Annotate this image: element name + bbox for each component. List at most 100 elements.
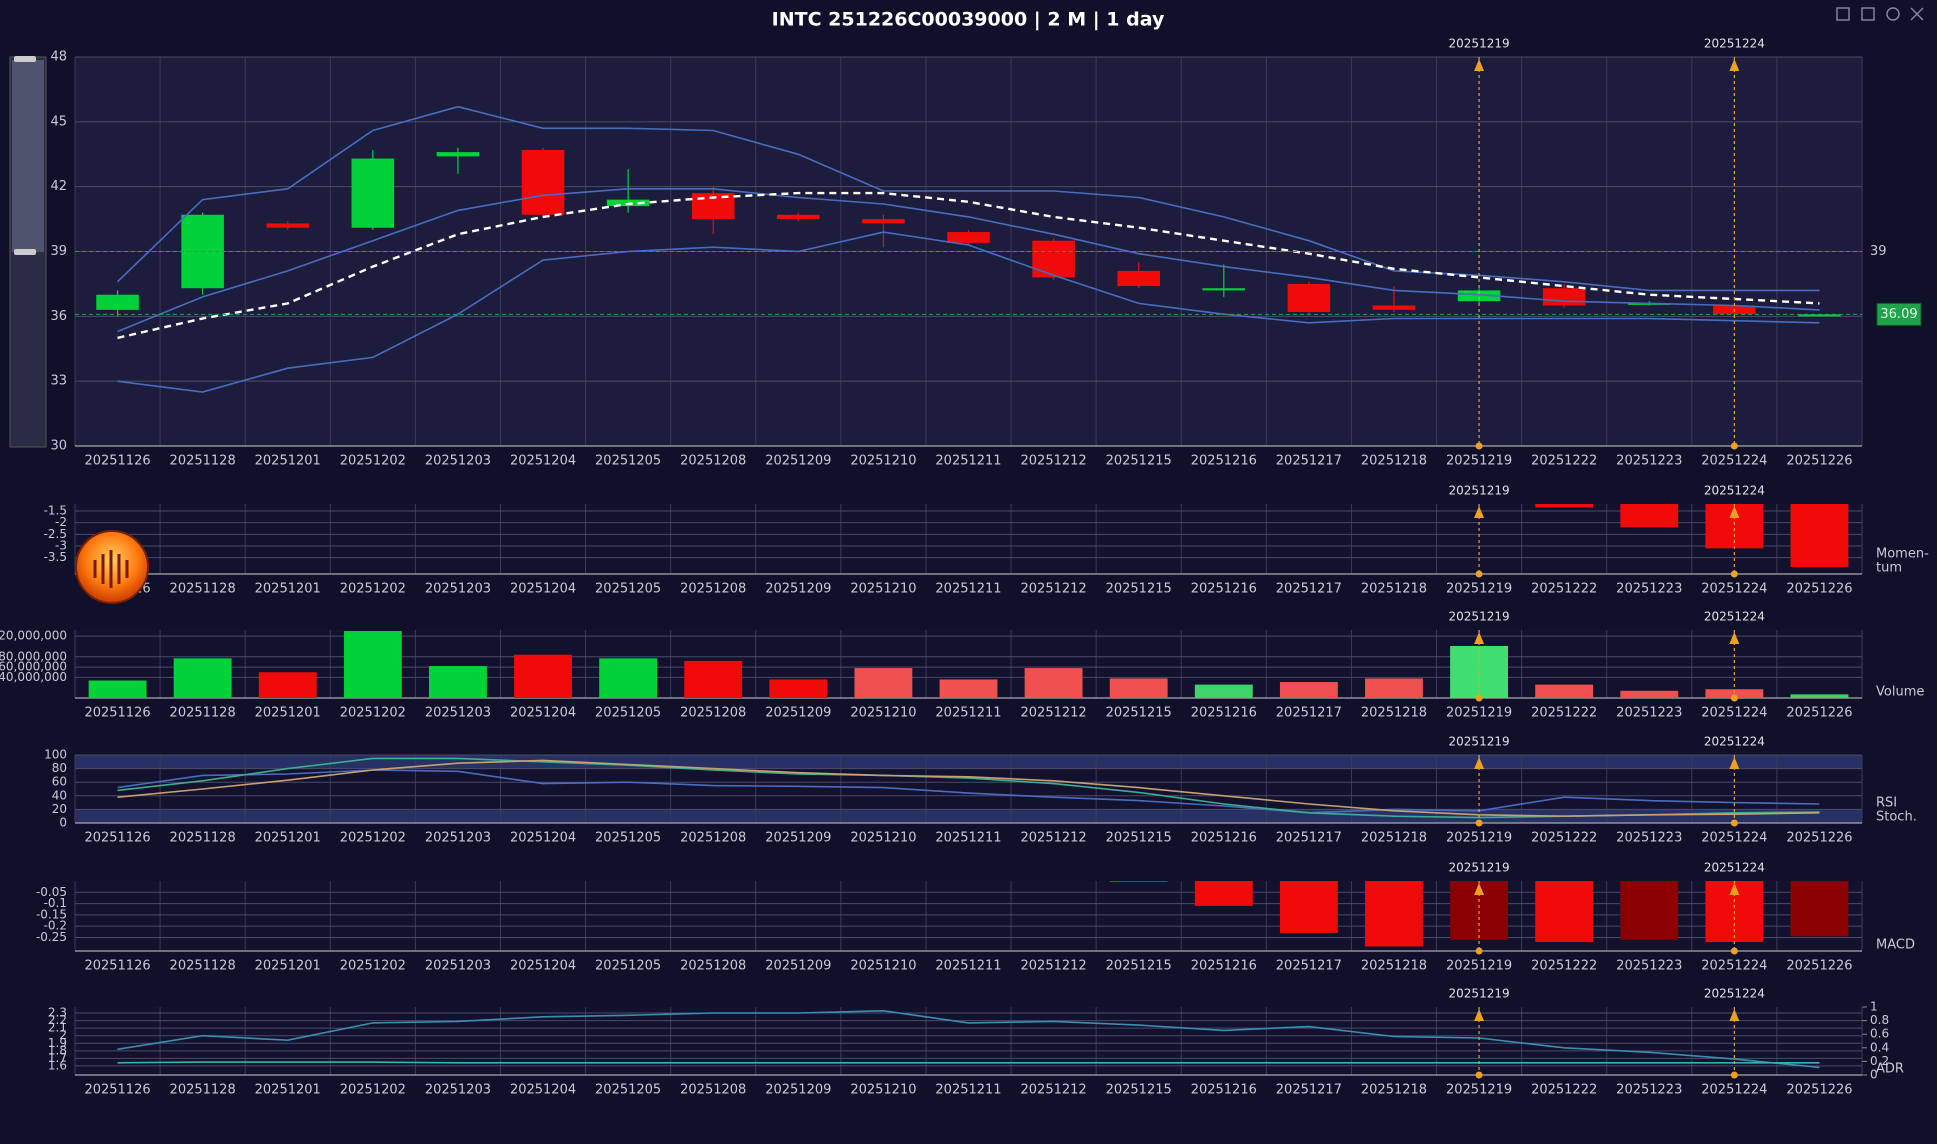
panel-label: ADR bbox=[1876, 1062, 1904, 1077]
x-tick-label: 20251217 bbox=[1276, 1083, 1342, 1098]
x-tick-label: 20251216 bbox=[1191, 706, 1257, 721]
scroller-window[interactable] bbox=[12, 60, 44, 252]
bar bbox=[684, 660, 743, 698]
x-tick-label: 20251208 bbox=[680, 831, 746, 846]
series-line bbox=[117, 1009, 1820, 1069]
y-tick-label: -0.05 bbox=[36, 885, 67, 899]
y-tick-label: 80 bbox=[52, 761, 67, 775]
marker-dot bbox=[1730, 947, 1738, 955]
restore-button[interactable] bbox=[1861, 7, 1875, 21]
x-tick-label: 20251222 bbox=[1531, 959, 1597, 974]
bar bbox=[939, 679, 998, 698]
x-tick-label: 20251210 bbox=[850, 831, 916, 846]
zone bbox=[75, 755, 1862, 769]
scroller-handle[interactable] bbox=[14, 56, 36, 62]
y-tick-label: -3 bbox=[55, 539, 67, 553]
x-tick-label: 20251217 bbox=[1276, 454, 1342, 469]
x-tick-label: 20251205 bbox=[595, 706, 661, 721]
x-tick-label: 20251212 bbox=[1021, 1083, 1087, 1098]
y-tick-label: 60,000,000 bbox=[0, 660, 67, 674]
marker-arrow bbox=[1729, 1009, 1740, 1021]
x-tick-label: 20251219 bbox=[1446, 454, 1512, 469]
refresh-button[interactable] bbox=[1886, 7, 1900, 21]
close-button[interactable] bbox=[1910, 7, 1924, 21]
x-tick-label: 20251211 bbox=[935, 959, 1001, 974]
x-tick-label: 20251212 bbox=[1021, 454, 1087, 469]
x-tick-label: 20251212 bbox=[1021, 831, 1087, 846]
x-tick-label: 20251208 bbox=[680, 706, 746, 721]
marker-dot bbox=[1730, 819, 1738, 827]
x-tick-label: 20251203 bbox=[425, 1083, 491, 1098]
y-tick-label: 30 bbox=[50, 439, 67, 454]
marker-arrow bbox=[1474, 757, 1485, 769]
y-tick-label: 2.2 bbox=[48, 1013, 67, 1027]
x-tick-label: 20251208 bbox=[680, 959, 746, 974]
x-tick-label: 20251208 bbox=[680, 454, 746, 469]
bar bbox=[854, 668, 913, 698]
x-tick-label: 20251223 bbox=[1616, 706, 1682, 721]
y-tick-label: 39 bbox=[50, 244, 67, 259]
x-tick-label: 20251219 bbox=[1446, 959, 1512, 974]
marker-arrow bbox=[1474, 59, 1485, 71]
bar bbox=[88, 680, 147, 698]
y2-tick-label: 0.4 bbox=[1870, 1040, 1889, 1054]
zone bbox=[75, 809, 1862, 823]
x-tick-label: 20251128 bbox=[170, 706, 236, 721]
x-tick-label: 20251226 bbox=[1786, 454, 1852, 469]
bar bbox=[1620, 690, 1679, 698]
marker-label: 20251224 bbox=[1704, 861, 1765, 875]
x-tick-label: 20251224 bbox=[1701, 582, 1767, 597]
x-tick-label: 20251215 bbox=[1106, 582, 1172, 597]
x-tick-label: 20251219 bbox=[1446, 706, 1512, 721]
bar bbox=[1790, 694, 1849, 698]
marker-label: 20251219 bbox=[1449, 735, 1510, 749]
x-tick-label: 20251219 bbox=[1446, 831, 1512, 846]
y-tick-label: -2 bbox=[55, 515, 67, 529]
y-tick-label: 42 bbox=[50, 179, 67, 194]
y2-tick-label: 0.8 bbox=[1870, 1013, 1889, 1027]
zoom-button[interactable] bbox=[1836, 7, 1850, 21]
scroller-handle[interactable] bbox=[14, 249, 36, 255]
x-tick-label: 20251226 bbox=[1786, 959, 1852, 974]
marker-dot bbox=[1730, 694, 1738, 702]
series-line bbox=[117, 757, 1820, 819]
x-tick-label: 20251126 bbox=[84, 706, 150, 721]
x-tick-label: 20251209 bbox=[765, 454, 831, 469]
indicator-line bbox=[116, 105, 1820, 292]
x-tick-label: 20251210 bbox=[850, 706, 916, 721]
panel-label: Stoch. bbox=[1876, 810, 1917, 825]
panel-label: Volume bbox=[1876, 685, 1924, 700]
logo-icon bbox=[93, 550, 129, 588]
candle-body bbox=[1798, 314, 1841, 317]
y-tick-label: 120,000,000 bbox=[0, 629, 67, 643]
x-tick-label: 20251218 bbox=[1361, 959, 1427, 974]
x-tick-label: 20251208 bbox=[680, 582, 746, 597]
x-tick-label: 20251226 bbox=[1786, 831, 1852, 846]
marker-label: 20251224 bbox=[1704, 37, 1765, 51]
x-tick-label: 20251204 bbox=[510, 831, 576, 846]
y-tick-label: 1.6 bbox=[48, 1058, 67, 1072]
logo[interactable] bbox=[75, 530, 149, 604]
panel-label: MACD bbox=[1876, 938, 1915, 953]
x-tick-label: 20251209 bbox=[765, 959, 831, 974]
x-tick-label: 20251224 bbox=[1701, 959, 1767, 974]
bar bbox=[258, 672, 317, 698]
x-tick-label: 20251223 bbox=[1616, 1083, 1682, 1098]
marker-arrow bbox=[1729, 757, 1740, 769]
bar bbox=[1279, 682, 1338, 698]
candle-body bbox=[1542, 288, 1586, 306]
x-tick-label: 20251212 bbox=[1021, 582, 1087, 597]
x-tick-label: 20251208 bbox=[680, 1083, 746, 1098]
x-tick-label: 20251223 bbox=[1616, 454, 1682, 469]
marker-label: 20251224 bbox=[1704, 610, 1765, 624]
x-tick-label: 20251202 bbox=[340, 454, 406, 469]
y-tick-label: 2 bbox=[59, 1028, 67, 1042]
y-tick-label: 20 bbox=[52, 802, 67, 816]
x-tick-label: 20251209 bbox=[765, 706, 831, 721]
toolbar[interactable] bbox=[1836, 7, 1924, 21]
x-tick-label: 20251217 bbox=[1276, 831, 1342, 846]
candle-body bbox=[1117, 270, 1160, 287]
x-tick-label: 20251128 bbox=[170, 454, 236, 469]
scroller[interactable] bbox=[9, 56, 47, 448]
